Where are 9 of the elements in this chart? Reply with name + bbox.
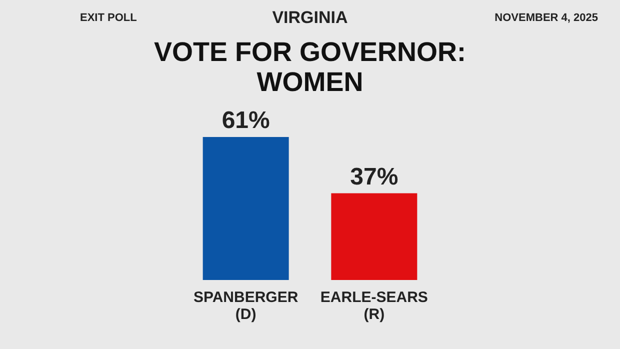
chart-subtitle: WOMEN xyxy=(256,67,364,97)
data-label: 61% xyxy=(222,107,270,134)
text: NOVEMBER 4, 2025 xyxy=(494,12,598,24)
x-tick-label: EARLE-SEARS (R) xyxy=(320,289,428,323)
text: EXIT POLL xyxy=(80,12,138,24)
chart-title: VOTE FOR GOVERNOR: xyxy=(154,37,466,67)
data-label: 37% xyxy=(350,163,398,190)
text: VIRGINIA xyxy=(272,8,348,27)
x-tick-label: SPANBERGER (D) xyxy=(193,289,298,323)
